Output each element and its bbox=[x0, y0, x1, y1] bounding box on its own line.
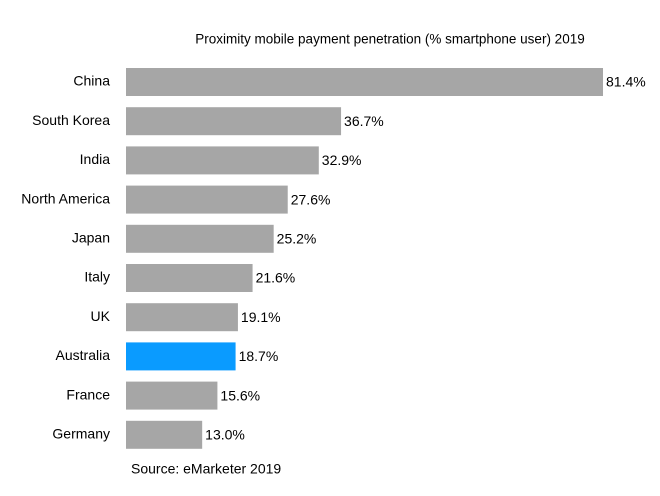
bar bbox=[126, 185, 288, 214]
category-label: Australia bbox=[56, 347, 111, 363]
category-label: Italy bbox=[84, 269, 110, 285]
category-label: China bbox=[73, 73, 110, 89]
bar bbox=[126, 420, 203, 449]
value-label: 27.6% bbox=[291, 191, 331, 207]
bar bbox=[126, 224, 274, 253]
category-label: Germany bbox=[52, 426, 110, 442]
bar bbox=[126, 381, 218, 410]
category-label: Japan bbox=[72, 230, 110, 246]
bar bbox=[126, 68, 604, 96]
value-label: 32.9% bbox=[322, 152, 362, 168]
value-label: 36.7% bbox=[344, 113, 384, 129]
value-label: 13.0% bbox=[205, 427, 245, 443]
value-label: 19.1% bbox=[241, 309, 281, 325]
category-label: North America bbox=[21, 190, 110, 206]
category-label: India bbox=[80, 151, 111, 167]
value-label: 15.6% bbox=[220, 387, 260, 403]
bar bbox=[126, 303, 238, 332]
chart-title: Proximity mobile payment penetration (% … bbox=[195, 32, 584, 47]
value-label: 81.4% bbox=[606, 74, 646, 90]
category-label: France bbox=[66, 386, 110, 402]
bar bbox=[126, 107, 342, 136]
bar bbox=[126, 342, 236, 371]
value-label: 25.2% bbox=[277, 231, 317, 247]
category-label: UK bbox=[91, 308, 111, 324]
bar bbox=[126, 146, 319, 175]
value-label: 18.7% bbox=[239, 348, 279, 364]
category-label: South Korea bbox=[32, 112, 110, 128]
value-label: 21.6% bbox=[256, 270, 296, 286]
source-note: Source: eMarketer 2019 bbox=[131, 461, 281, 477]
bar bbox=[126, 264, 253, 292]
